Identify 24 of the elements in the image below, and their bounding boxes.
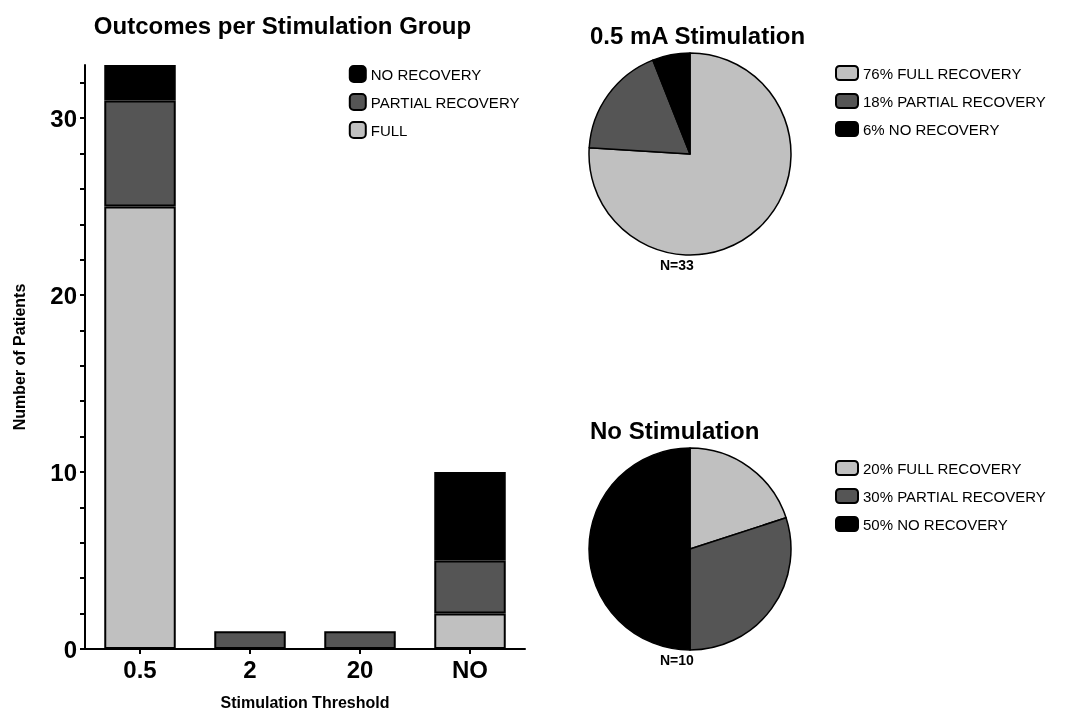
text: N=33 — [660, 257, 695, 273]
y-axis-title: Number of Patients — [10, 283, 28, 431]
x-tick-label: 20 — [346, 655, 374, 683]
chart-title: No Stimulation — [590, 416, 760, 444]
legend-label: NO RECOVERY — [370, 65, 482, 83]
text: N=10 — [660, 652, 695, 668]
legend-label: 20% FULL RECOVERY — [863, 459, 1022, 477]
legend-label: 6% NO RECOVERY — [863, 120, 1000, 138]
legend-label: 30% PARTIAL RECOVERY — [863, 487, 1046, 505]
x-tick-label: NO — [452, 655, 488, 683]
x-tick-label: 2 — [243, 655, 257, 683]
legend-label: PARTIAL RECOVERY — [370, 93, 520, 111]
y-tick-label: 30 — [50, 104, 77, 132]
legend-label: FULL — [370, 121, 408, 139]
legend-label: 18% PARTIAL RECOVERY — [863, 92, 1046, 110]
chart-title: 0.5 mA Stimulation — [590, 21, 806, 49]
legend-label: 76% FULL RECOVERY — [863, 64, 1022, 82]
legend-label: 50% NO RECOVERY — [863, 515, 1008, 533]
y-tick-label: 10 — [50, 458, 77, 486]
x-tick-label: 0.5 — [123, 655, 157, 683]
y-tick-label: 0 — [63, 635, 77, 663]
x-axis-title: Stimulation Threshold — [220, 693, 390, 711]
chart-title: Outcomes per Stimulation Group — [93, 11, 472, 39]
y-tick-label: 20 — [50, 281, 77, 309]
